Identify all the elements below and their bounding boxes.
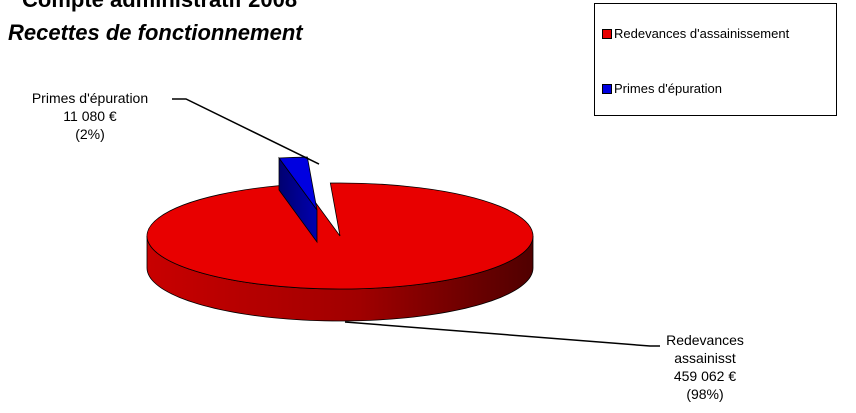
data-label-redevances-name-1: Redevances	[666, 332, 744, 348]
leader-line-redevances	[344, 321, 660, 347]
legend-item-redevances: Redevances d'assainissement	[602, 26, 789, 41]
pie-slice-redevances	[146, 182, 534, 290]
pie-slice-primes	[278, 156, 318, 211]
legend-item-primes: Primes d'épuration	[602, 81, 722, 96]
leader-line-primes	[172, 98, 320, 165]
data-label-redevances-percent: (98%)	[686, 386, 724, 402]
legend-label-primes: Primes d'épuration	[614, 81, 722, 96]
legend-swatch-redevances	[602, 28, 612, 39]
legend-label-redevances: Redevances d'assainissement	[614, 26, 790, 41]
chart-title: Compte administratif 2008	[22, 0, 297, 13]
data-label-primes: Primes d'épuration 11 080 € (2%)	[10, 89, 170, 143]
chart-subtitle: Recettes de fonctionnement	[8, 20, 303, 45]
data-label-primes-percent: (2%)	[75, 126, 105, 142]
data-label-redevances: Redevances assainisst 459 062 € (98%)	[640, 331, 770, 403]
data-label-primes-name: Primes d'épuration	[31, 90, 149, 106]
data-label-redevances-value: 459 062 €	[673, 368, 737, 384]
data-label-primes-value: 11 080 €	[63, 108, 117, 124]
legend-swatch-primes	[602, 83, 612, 94]
legend: Redevances d'assainissement Primes d'épu…	[594, 3, 837, 116]
data-label-redevances-name-2: assainisst	[674, 350, 736, 366]
